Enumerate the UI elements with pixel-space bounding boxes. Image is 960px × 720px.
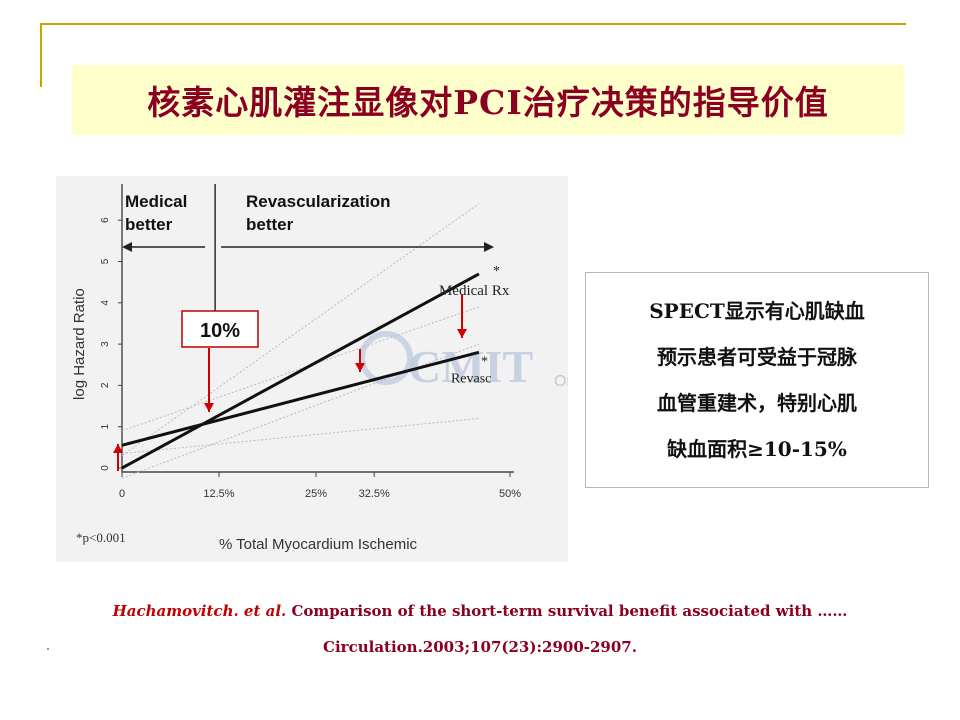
y-tick-label: 2 [100, 382, 111, 388]
y-tick-label: 5 [100, 258, 111, 264]
footnote: *p<0.001 [76, 530, 126, 545]
chart-svg: CMITOnline0123456012.5%25%32.5%50%log Ha… [71, 184, 568, 553]
slide-title: 核素心肌灌注显像对PCI治疗决策的指导价值 [147, 83, 829, 122]
threshold-label: 10% [200, 320, 240, 342]
reference-line-1: Hachamovitch. et al. Comparison of the s… [0, 602, 960, 620]
y-tick-label: 0 [100, 465, 111, 471]
arrow-left-head-icon [122, 242, 132, 252]
watermark-globe-icon [359, 331, 413, 385]
conclusion-line-3: 血管重建术，特别心肌 [657, 391, 857, 415]
conclusion-line-1: SPECT显示有心肌缺血 [649, 299, 865, 323]
confidence-band-line [121, 306, 480, 432]
reference-title: Comparison of the short-term survival be… [286, 602, 848, 620]
series-star-revasc: * [481, 354, 488, 369]
y-tick-label: 6 [100, 217, 111, 223]
region-label-revasc: Revascularization [246, 192, 391, 211]
reference-author: Hachamovitch. et al. [112, 602, 287, 620]
left-accent-rule [40, 23, 42, 87]
red-arrow-threshold-head-icon [204, 403, 214, 412]
top-accent-rule [40, 23, 906, 25]
confidence-band-line [121, 343, 480, 479]
confidence-band-line [121, 203, 480, 457]
series-star-medical: * [493, 264, 500, 279]
threshold-box [181, 310, 259, 348]
conclusion-line-4: 缺血面积≥10-15% [667, 437, 847, 461]
y-tick-label: 3 [100, 341, 111, 347]
decorative-dot [47, 648, 49, 650]
series-line [121, 272, 480, 470]
x-tick-label: 25% [305, 488, 327, 500]
x-tick-label: 12.5% [203, 488, 234, 500]
red-arrow-mid-head-icon [355, 363, 365, 372]
y-axis-label: log Hazard Ratio [71, 288, 88, 400]
hazard-ratio-chart: CMITOnline0123456012.5%25%32.5%50%log Ha… [56, 176, 568, 562]
red-arrow-right-head-icon [457, 329, 467, 338]
title-bar: 核素心肌灌注显像对PCI治疗决策的指导价值 [72, 65, 904, 135]
arrow-right-head-icon [484, 242, 494, 252]
region-label-medical: better [125, 215, 173, 234]
x-tick-label: 50% [499, 488, 521, 500]
series-label-medical: Medical Rx [439, 283, 510, 299]
y-tick-label: 4 [100, 300, 111, 306]
confidence-band-line [121, 417, 480, 455]
x-tick-label: 0 [119, 488, 125, 500]
conclusion-box: SPECT显示有心肌缺血 预示患者可受益于冠脉 血管重建术，特别心肌 缺血面积≥… [585, 272, 929, 488]
red-arrow-left-head-icon [113, 444, 123, 453]
watermark-subtext: Online [554, 373, 568, 390]
region-label-medical: Medical [125, 192, 187, 211]
conclusion-line-2: 预示患者可受益于冠脉 [657, 345, 857, 369]
x-tick-label: 32.5% [359, 488, 390, 500]
reference-journal: Circulation.2003;107(23):2900-2907. [323, 638, 637, 656]
y-tick-label: 1 [100, 423, 111, 429]
series-line [121, 350, 480, 447]
region-label-revasc: better [246, 215, 294, 234]
x-axis-label: % Total Myocardium Ischemic [219, 536, 418, 553]
series-label-revasc: Revasc [451, 371, 491, 386]
